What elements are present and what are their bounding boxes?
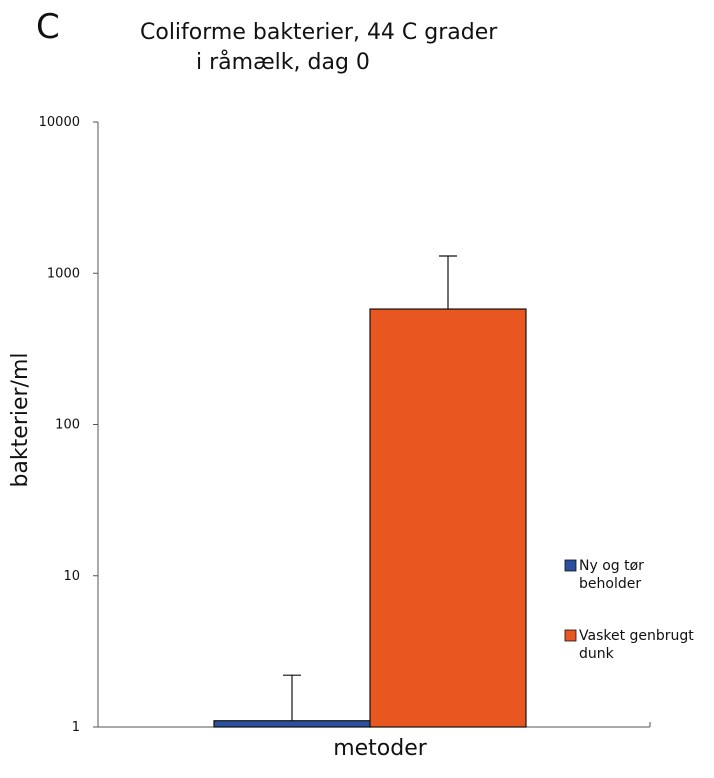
y-tick-label: 10000 [39,115,80,130]
y-tick-label: 1000 [47,266,80,281]
bar-2 [369,308,527,728]
y-axis-ticks: 1 10 100 1000 10000 [39,115,98,735]
legend-label-1-line-1: Ny og tør [579,558,644,574]
y-tick-label: 1 [72,720,80,735]
bar-1 [213,720,371,728]
chart-title: Coliforme bakterier, 44 C grader i råmæl… [140,18,560,78]
chart-title-line-1: Coliforme bakterier, 44 C grader [140,20,498,45]
chart-title-line-2: i råmælk, dag 0 [196,50,370,75]
legend-label-2-line-2: dunk [579,646,615,662]
legend-label-1-line-2: beholder [579,576,641,592]
x-axis-label: metoder [333,736,427,761]
legend-label-2-line-1: Vasket genbrugt [579,628,694,644]
legend-swatch-1 [564,559,577,572]
error-bars [283,255,457,721]
legend-swatch-2 [564,629,577,642]
chart-bars [213,308,527,728]
panel-letter: C [36,7,60,47]
y-tick-label: 100 [55,418,80,433]
legend: Ny og tør beholder Vasket genbrugt dunk [564,558,694,662]
y-tick-label: 10 [63,569,80,584]
